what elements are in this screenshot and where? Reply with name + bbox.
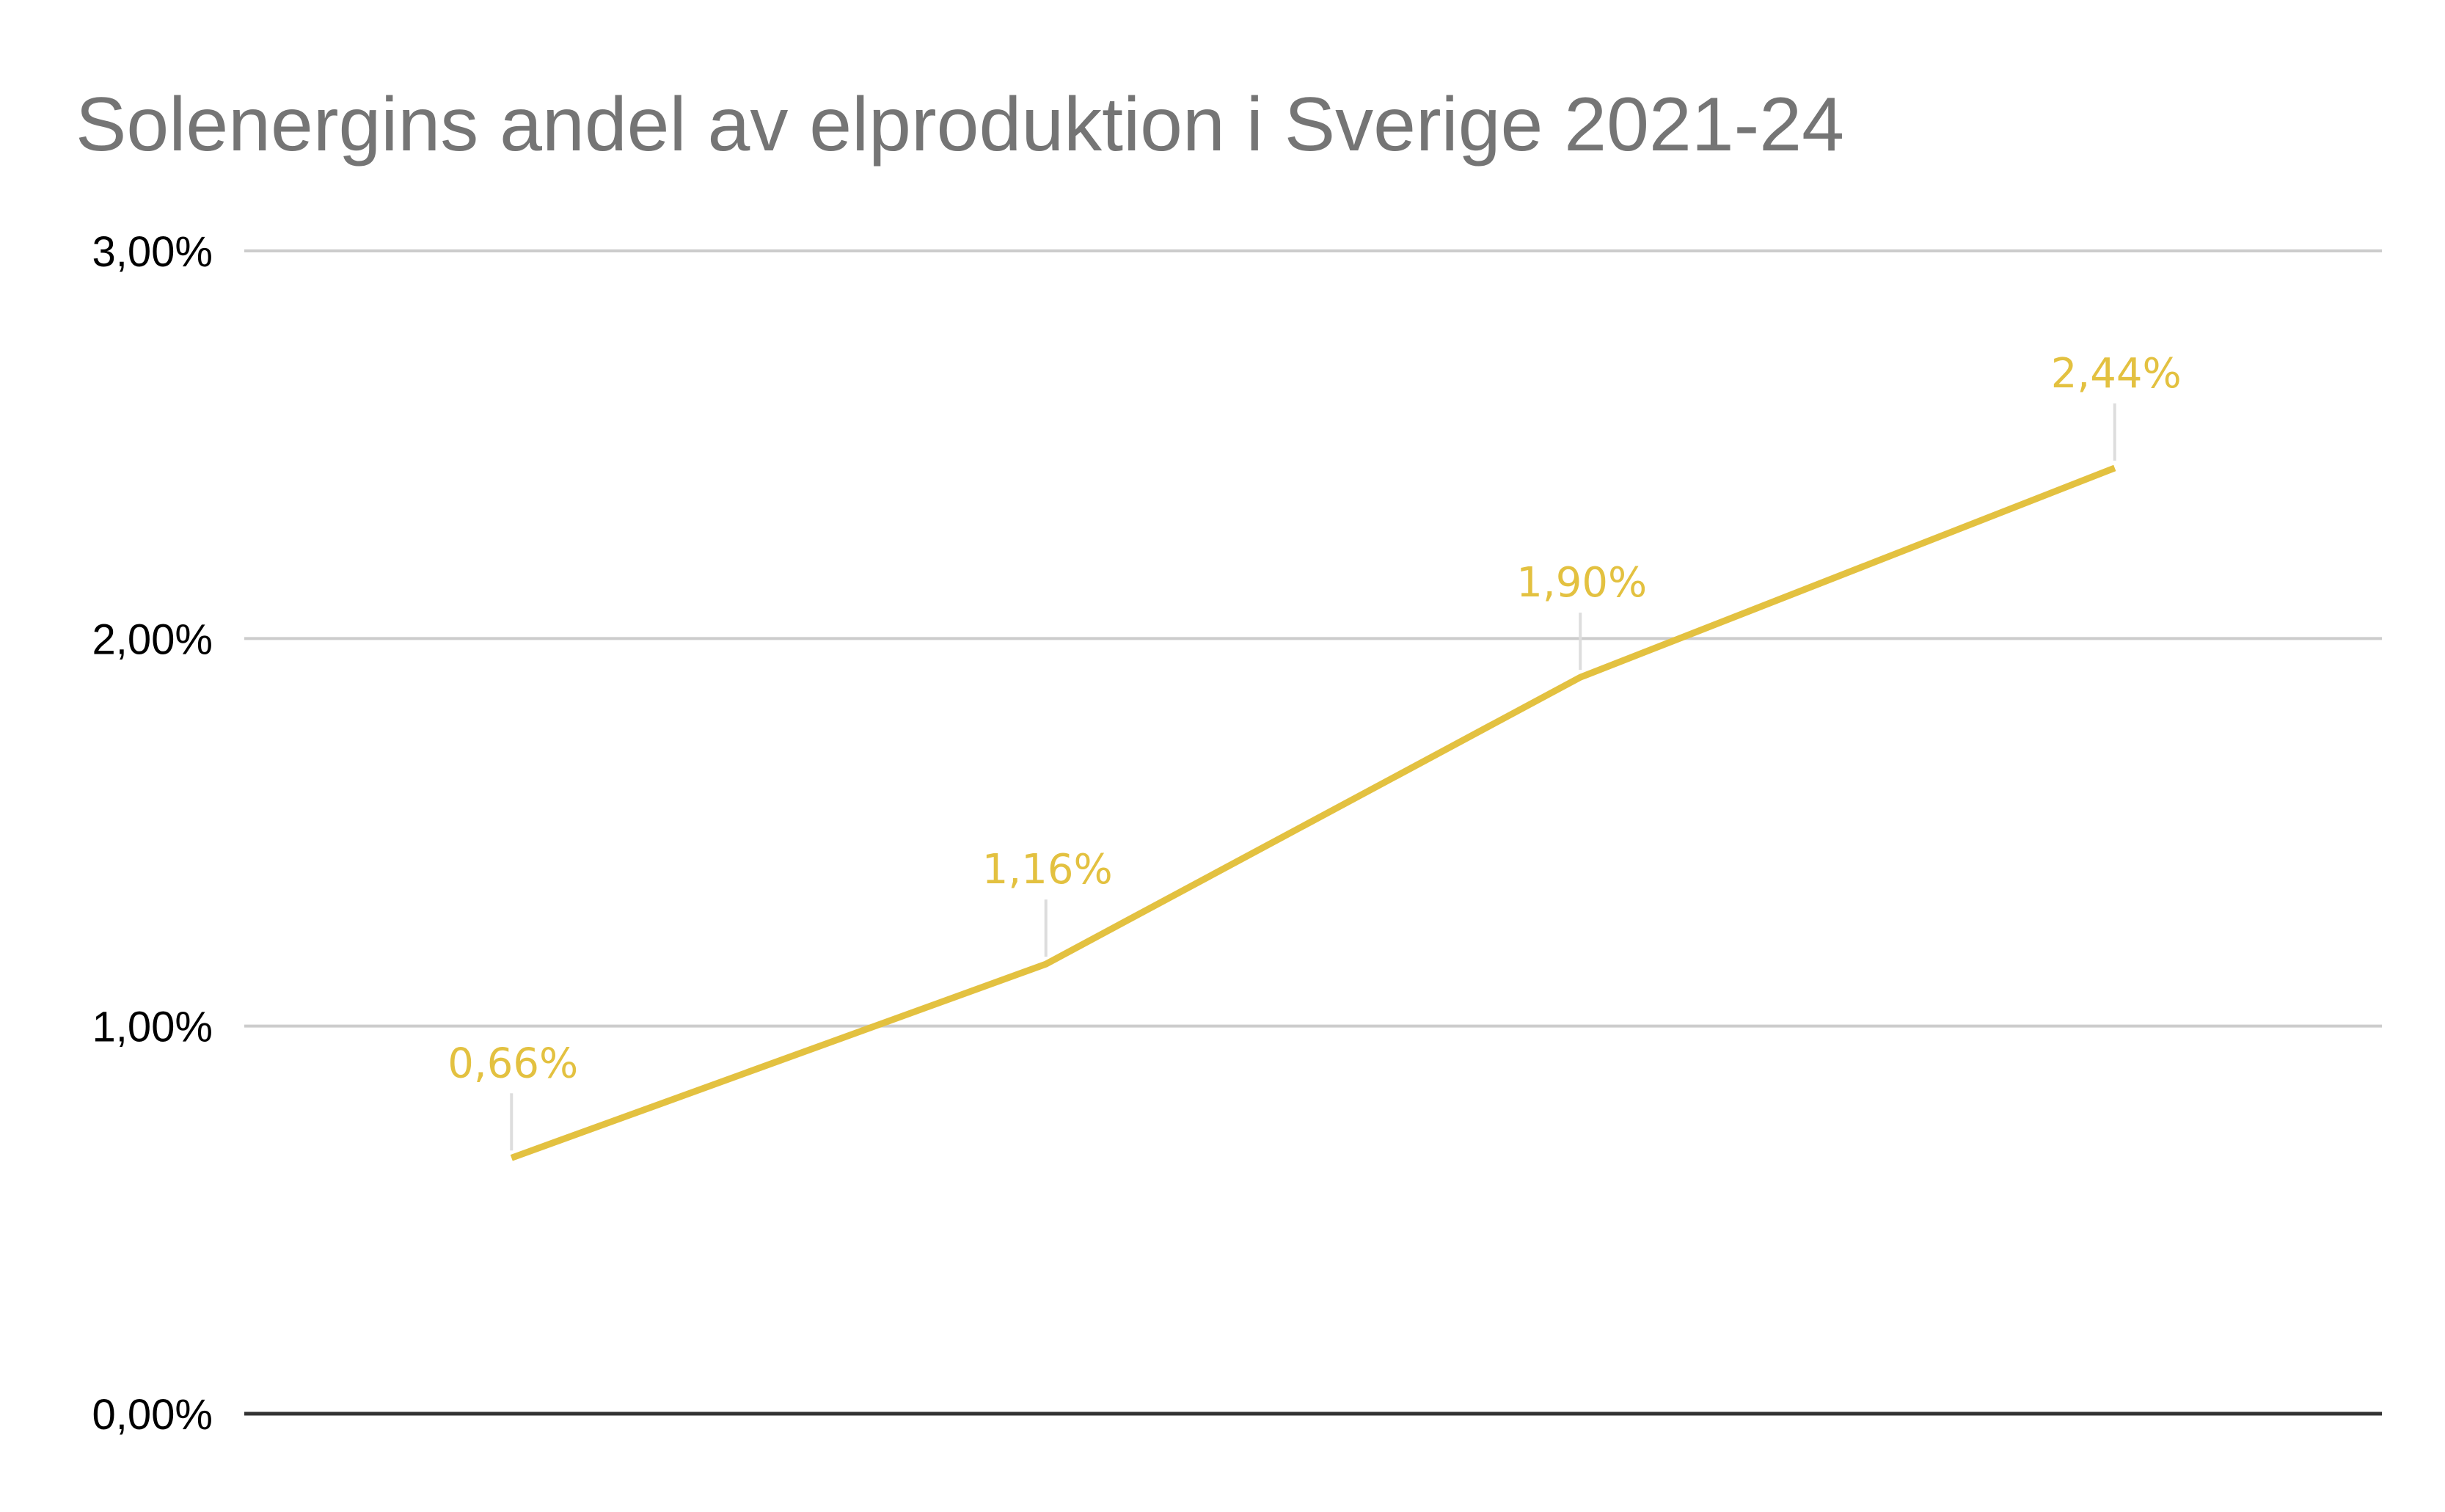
y-axis-tick-labels: 0,00% 1,00% 2,00% 3,00% bbox=[92, 228, 213, 1439]
data-point bbox=[1579, 676, 1581, 678]
y-tick-label: 3,00% bbox=[92, 228, 213, 276]
data-point bbox=[1045, 963, 1047, 965]
y-tick-label: 1,00% bbox=[92, 1004, 213, 1051]
y-tick-label: 2,00% bbox=[92, 616, 213, 663]
data-point bbox=[511, 1157, 512, 1158]
data-label: 0,66% bbox=[447, 1040, 578, 1087]
data-label: 2,44% bbox=[2051, 350, 2182, 398]
data-label: 1,16% bbox=[982, 846, 1113, 894]
series-lines bbox=[510, 464, 2116, 1161]
series-line bbox=[510, 464, 2116, 1161]
data-label-leader-lines bbox=[510, 403, 2116, 1151]
data-label: 1,90% bbox=[1516, 559, 1647, 607]
gridlines bbox=[244, 249, 2382, 1416]
chart-title: Solenergins andel av elproduktion i Sver… bbox=[76, 82, 1844, 167]
data-point bbox=[2114, 467, 2116, 469]
data-labels: 0,66% 1,16% 1,90% 2,44% bbox=[447, 350, 2181, 1087]
y-tick-label: 0,00% bbox=[92, 1391, 213, 1439]
